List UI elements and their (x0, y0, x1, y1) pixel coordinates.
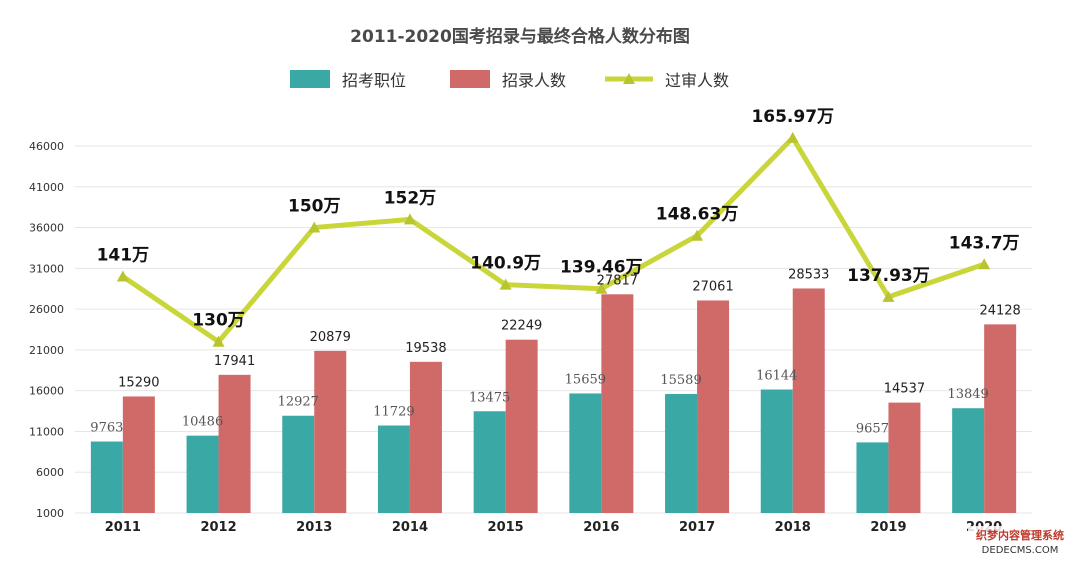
watermark: 织梦内容管理系统 DEDECMS.COM (968, 526, 1076, 558)
y-tick-label: 46000 (29, 140, 64, 153)
bar-value-label: 24128 (979, 303, 1020, 318)
y-tick-label: 26000 (29, 303, 64, 316)
x-tick-label: 2012 (200, 520, 236, 535)
bar-recruits (792, 288, 825, 513)
x-tick-label: 2016 (583, 520, 619, 535)
bar-value-label: 28533 (788, 267, 829, 282)
line-point (595, 282, 608, 294)
legend: 招考职位 招录人数 过审人数 (290, 70, 729, 90)
bar-positions (377, 425, 410, 513)
line-point (978, 258, 991, 270)
line-value-label: 150万 (288, 197, 341, 217)
bar-value-label: 13475 (469, 390, 510, 405)
line-value-label: 141万 (97, 245, 150, 265)
bar-value-label: 17941 (214, 354, 255, 369)
bar-positions (473, 411, 506, 513)
bar-value-label: 15290 (118, 375, 159, 390)
line-value-label: 140.9万 (470, 254, 541, 274)
watermark-text: 织梦内容管理系统 (976, 528, 1064, 542)
bar-recruits (122, 396, 155, 513)
line-point (403, 213, 416, 225)
bar-recruits (984, 324, 1017, 513)
x-tick-label: 2018 (775, 520, 811, 535)
line-point (499, 278, 512, 290)
line-point (116, 270, 129, 282)
bar-positions (90, 441, 123, 513)
line-value-label: 165.97万 (751, 107, 834, 127)
y-tick-label: 11000 (29, 425, 64, 438)
watermark-url: DEDECMS.COM (982, 545, 1059, 556)
data-labels: 9763 10486 12927 11729 13475 15659 15589 16144 9… (90, 107, 1021, 437)
bar-value-label: 22249 (501, 319, 542, 334)
bar-positions (952, 408, 985, 513)
legend-swatch (450, 70, 490, 88)
legend-marker (623, 73, 635, 84)
line-point (882, 290, 895, 302)
bar-value-label: 20879 (310, 330, 351, 345)
bar-recruits (218, 374, 251, 513)
bar-recruits (697, 300, 730, 513)
chart-title: 2011-2020国考招录与最终合格人数分布图 (350, 26, 690, 47)
y-tick-label: 36000 (29, 222, 64, 235)
line-series (116, 131, 991, 347)
bar-recruits (601, 294, 634, 513)
bar-value-label: 11729 (373, 404, 414, 419)
bar-positions (282, 415, 315, 513)
line-value-label: 143.7万 (949, 233, 1020, 253)
x-tick-label: 2017 (679, 520, 715, 535)
x-tick-label: 2011 (105, 520, 141, 535)
line-value-label: 152万 (384, 188, 437, 208)
bar-value-label: 10486 (182, 415, 223, 430)
bar-value-label: 12927 (278, 395, 319, 410)
legend-label: 招录人数 (502, 71, 566, 90)
y-tick-label: 16000 (29, 385, 64, 398)
y-tick-label: 6000 (36, 466, 64, 479)
bar-value-label: 9657 (856, 421, 889, 436)
legend-label: 招考职位 (342, 71, 406, 90)
bar-recruits (409, 361, 442, 513)
bar-recruits (505, 339, 538, 513)
bar-positions (186, 435, 219, 513)
y-tick-label: 1000 (36, 507, 64, 520)
x-tick-label: 2015 (488, 520, 524, 535)
watermark-bg (968, 526, 1076, 558)
bar-positions (569, 393, 602, 513)
y-tick-label: 31000 (29, 262, 64, 275)
line-point (786, 131, 799, 143)
line-point (212, 335, 225, 347)
x-tick-label: 2019 (870, 520, 906, 535)
line-value-label: 148.63万 (656, 205, 739, 225)
bar-value-label: 19538 (405, 341, 446, 356)
line-value-label: 139.46万 (560, 258, 643, 278)
x-tick-label: 2013 (296, 520, 332, 535)
bar-value-label: 9763 (90, 421, 123, 436)
bar-value-label: 16144 (756, 368, 797, 383)
bar-value-label: 27817 (597, 273, 638, 288)
line-value-label: 130万 (192, 311, 245, 331)
bar-value-label: 13849 (947, 387, 988, 402)
bar-value-label: 15659 (565, 372, 606, 387)
bar-value-label: 14537 (884, 382, 925, 397)
y-tick-label: 21000 (29, 344, 64, 357)
bar-positions (760, 389, 793, 513)
x-axis: 2011201220132014201520162017201820192020 (105, 520, 1002, 535)
line-path (120, 135, 987, 345)
legend-swatch (290, 70, 330, 88)
bar-positions (665, 394, 698, 513)
legend-label: 过审人数 (665, 71, 729, 90)
bar-recruits (314, 350, 347, 513)
bar-recruits (888, 402, 921, 513)
x-tick-label: 2014 (392, 520, 428, 535)
y-tick-label: 41000 (29, 181, 64, 194)
bars (90, 288, 1017, 513)
line-point (308, 221, 321, 233)
bar-positions (856, 442, 889, 513)
bar-value-label: 15589 (660, 373, 701, 388)
line-value-label: 137.93万 (847, 266, 930, 286)
y-axis: 1000 6000 11000 16000 21000 26000 31000 36000 41… (29, 140, 64, 520)
bar-value-label: 27061 (692, 279, 733, 294)
line-point (691, 229, 704, 241)
